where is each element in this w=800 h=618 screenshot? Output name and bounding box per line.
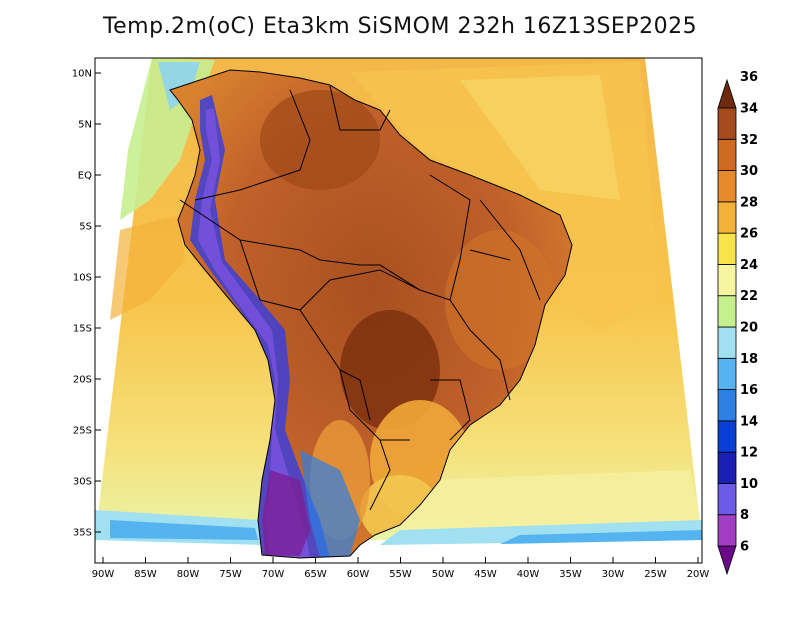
lon-label: 45W [474, 569, 497, 580]
lat-label: EQ [78, 171, 92, 182]
colorbar-swatch [717, 326, 737, 359]
colorbar-label: 6 [740, 540, 749, 555]
colorbar-min-arrow [717, 545, 737, 576]
colorbar-label: 10 [740, 477, 758, 492]
latitude-axis: 10N 5N EQ 5S 10S 15S 20S 25S 30S 35S [72, 69, 101, 539]
lon-label: 85W [134, 569, 157, 580]
lat-label: 5S [79, 222, 92, 233]
lon-label: 20W [687, 569, 710, 580]
colorbar-label: 20 [740, 321, 758, 336]
colorbar-label: 32 [740, 133, 758, 148]
colorbar-label: 26 [740, 227, 758, 242]
colorbar-swatch [717, 138, 737, 171]
colorbar-label: 14 [740, 414, 758, 429]
colorbar-label: 12 [740, 446, 758, 461]
colorbar-max-arrow [717, 78, 737, 109]
colorbar-swatch [717, 295, 737, 328]
country-borders [169, 69, 573, 559]
colorbar-label: 34 [740, 102, 758, 117]
lat-label: 10S [73, 273, 92, 284]
colorbar-swatch [717, 170, 737, 203]
lon-label: 60W [347, 569, 370, 580]
lat-label: 30S [73, 477, 92, 488]
lon-label: 25W [644, 569, 667, 580]
colorbar-swatch [717, 514, 737, 547]
land-field [170, 70, 572, 558]
lon-label: 40W [517, 569, 540, 580]
lon-label: 55W [389, 569, 412, 580]
colorbar-label: 8 [740, 508, 749, 523]
lon-label: 65W [304, 569, 327, 580]
colorbar-swatch [717, 107, 737, 140]
lon-label: 70W [262, 569, 285, 580]
colorbar-swatch [717, 483, 737, 516]
colorbar: 6 8 10 12 14 16 18 20 22 24 26 28 30 32 34 36 [717, 70, 758, 576]
map-frame [94, 57, 703, 564]
colorbar-swatch [717, 232, 737, 265]
colorbar-label: 18 [740, 352, 758, 367]
colorbar-swatch [717, 357, 737, 390]
colorbar-swatch [717, 389, 737, 422]
lon-label: 75W [219, 569, 242, 580]
colorbar-label: 24 [740, 258, 758, 273]
lon-label: 90W [92, 569, 115, 580]
lon-label: 30W [602, 569, 625, 580]
lat-label: 35S [73, 528, 92, 539]
lat-label: 5N [78, 120, 92, 131]
colorbar-label: 28 [740, 195, 758, 210]
lat-label: 15S [73, 324, 92, 335]
colorbar-label: 30 [740, 164, 758, 179]
colorbar-label: 36 [740, 70, 758, 85]
colorbar-swatch [717, 264, 737, 297]
lat-label: 20S [73, 375, 92, 386]
colorbar-label: 16 [740, 383, 758, 398]
lat-label: 10N [72, 69, 92, 80]
lon-label: 80W [177, 569, 200, 580]
lon-label: 50W [432, 569, 455, 580]
longitude-axis: 90W 85W 80W 75W 70W 65W 60W 55W 50W 45W 40W 35W 30W 2… [92, 557, 710, 580]
colorbar-label: 22 [740, 289, 758, 304]
lat-label: 25S [73, 426, 92, 437]
colorbar-swatch [717, 420, 737, 453]
map-title: Temp.2m(oC) Eta3km SiSMOM 232h 16Z13SEP2… [102, 14, 698, 39]
colorbar-swatch [717, 201, 737, 234]
lon-label: 35W [559, 569, 582, 580]
colorbar-swatch [717, 451, 737, 484]
